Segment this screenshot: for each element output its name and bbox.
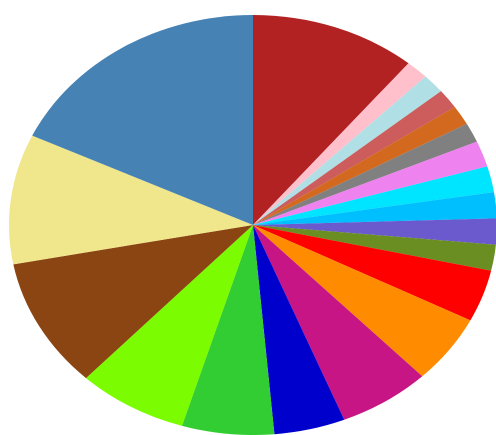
pie-slice <box>253 15 409 225</box>
pie-slice <box>253 225 345 435</box>
pie-slice <box>32 14 253 225</box>
pie-slice <box>253 225 471 377</box>
pie-slice <box>253 166 494 225</box>
pie-slice <box>13 225 253 379</box>
pie-slice <box>181 225 275 435</box>
pie-slice <box>253 76 442 226</box>
pie-slice <box>253 106 467 225</box>
pie-slice <box>253 141 488 225</box>
pie-slice <box>253 192 496 225</box>
pie-slice <box>253 225 496 271</box>
pie-slice <box>253 91 455 225</box>
pie-slice <box>253 225 492 321</box>
pie-slice <box>253 123 477 225</box>
pie-slice <box>253 218 496 245</box>
pie-slice <box>253 63 426 226</box>
pie-slice <box>9 135 253 265</box>
pie-slice <box>85 225 253 426</box>
pie-slice <box>253 225 423 420</box>
